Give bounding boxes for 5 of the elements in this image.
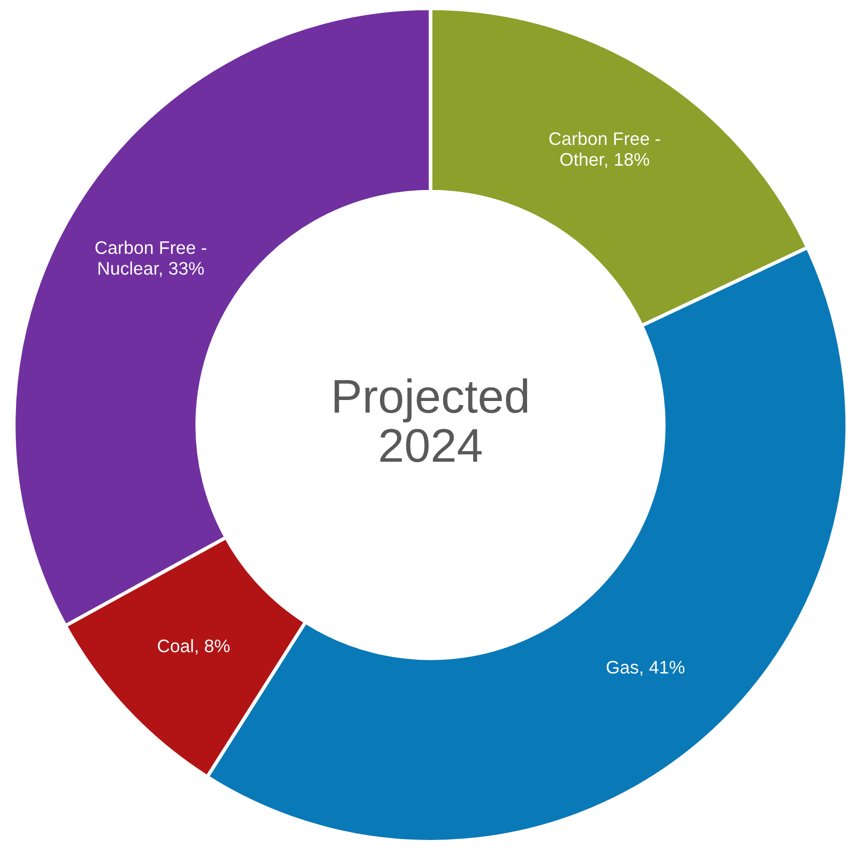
text: Projected 2024 xyxy=(334,378,528,462)
slice-label: Carbon Free - Nuclear, 33% xyxy=(95,240,206,277)
slice-label: Gas, 41% xyxy=(606,660,684,676)
slice-label: Carbon Free - Other, 18% xyxy=(549,132,660,168)
slice-label: Coal, 8% xyxy=(158,639,230,654)
